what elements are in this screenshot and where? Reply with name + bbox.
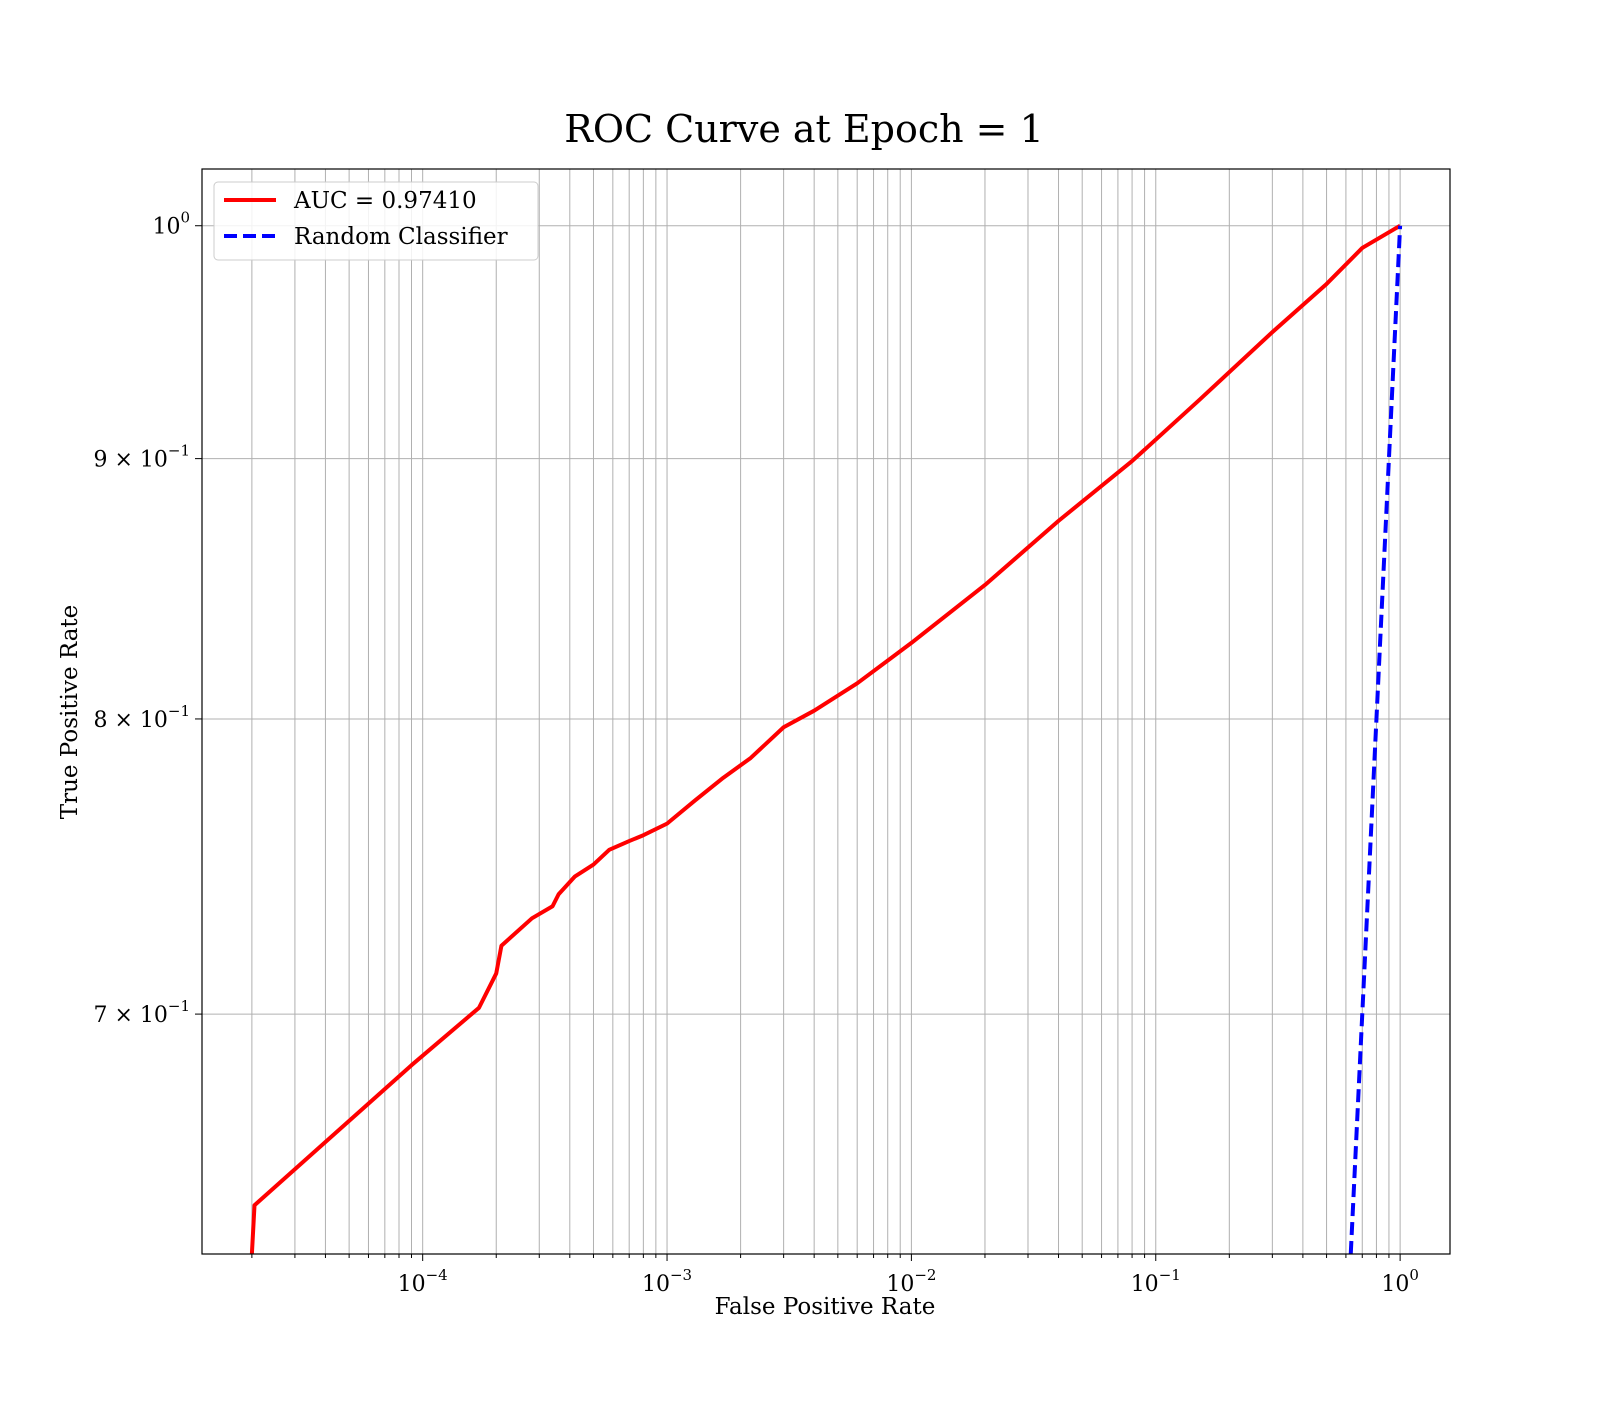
y-tick-label: 9 × 10−1	[93, 442, 190, 473]
x-tick-label: 100	[1381, 1266, 1419, 1297]
roc-curve-line	[249, 224, 1402, 1255]
random-classifier-line	[1348, 225, 1403, 1255]
x-tick-label: 10−3	[642, 1266, 692, 1297]
x-axis-label: False Positive Rate	[715, 1294, 936, 1320]
x-tick-label: 10−4	[398, 1266, 448, 1297]
y-axis-label: True Positive Rate	[57, 605, 83, 820]
legend-label-random: Random Classifier	[294, 224, 508, 250]
x-tick-label: 10−1	[1131, 1266, 1181, 1297]
y-axis-ticks: 100 9 × 10−1 8 × 10−1 7 × 10−1	[93, 209, 202, 1028]
x-axis-ticks: 10−4 10−3 10−2 10−1 100	[251, 1254, 1419, 1297]
y-tick-label: 100	[152, 209, 190, 240]
legend-label-auc: AUC = 0.97410	[293, 188, 477, 214]
y-tick-label: 8 × 10−1	[93, 702, 190, 733]
grid-lines	[202, 169, 1450, 1254]
x-tick-label: 10−2	[886, 1266, 936, 1297]
chart-title: ROC Curve at Epoch = 1	[564, 107, 1044, 151]
legend: AUC = 0.97410 Random Classifier	[213, 181, 539, 261]
legend-box	[213, 181, 539, 261]
series-layer	[249, 224, 1403, 1255]
y-tick-label: 7 × 10−1	[93, 997, 190, 1028]
plot-frame	[201, 168, 1451, 1255]
